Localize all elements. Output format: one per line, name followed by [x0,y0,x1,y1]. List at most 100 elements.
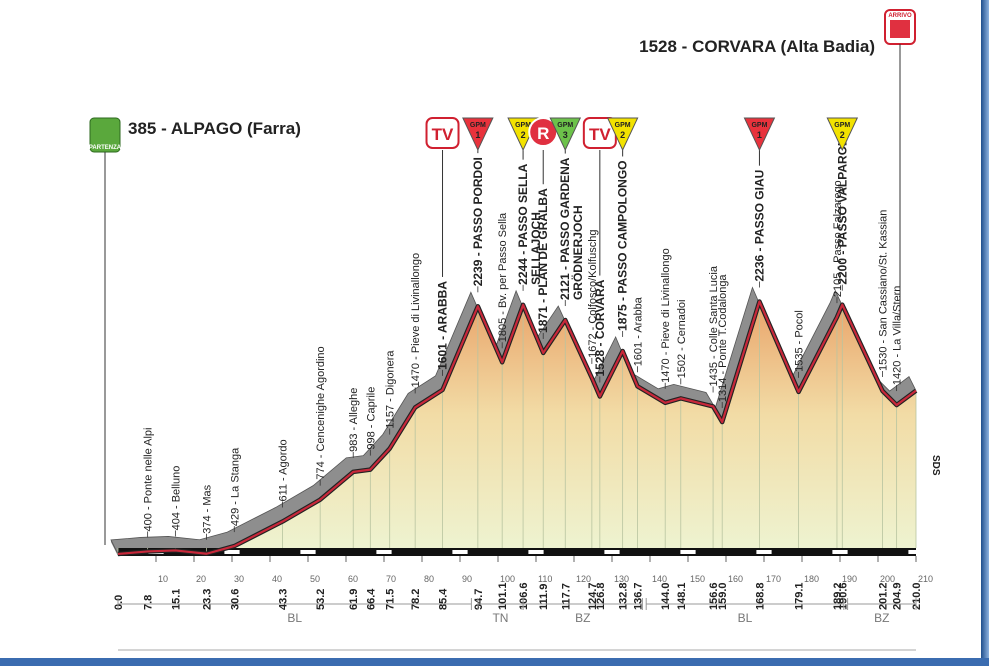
waypoint-label: 1805 - Bv. per Passo Sella [497,212,509,342]
km-label: 201.2 [878,582,890,610]
km-label: 204.9 [892,582,904,610]
waypoint-label: 1875 - PASSO CAMPOLONGO [616,160,630,330]
profile: 10 20 30 40 50 60 70 80 90 100 110 120 130 140 150 160 1… [110,117,933,651]
km-label: 106.6 [518,582,530,610]
tv-marker [425,117,460,149]
waypoint-label: 1470 - Pieve di Livinallongo [410,253,422,388]
x-tick-label: 140 [652,574,667,584]
km-label: 101.1 [497,582,509,610]
waypoint-label: 429 - La Stanga [229,447,241,526]
base-gap [604,550,620,554]
x-tick-label: 60 [348,574,358,584]
x-tick-label: 170 [766,574,781,584]
km-label: 126.8 [595,582,607,610]
waypoint-label: 1470 - Pieve di Livinallongo [660,248,672,383]
tv-text: TV [589,125,611,144]
waypoint-label: 1535 - Pocol [794,310,806,372]
km-label: 71.5 [385,589,397,610]
waypoint-label: 1672 - Colfosco/Kolfuschg [587,229,599,357]
annotations: PARTENZA 385 - ALPAGO (Farra) ARRIVO 152… [89,9,941,545]
km-label: 66.4 [365,588,377,610]
waypoint-label: 2105 - Passo Falzarego [832,180,844,297]
base-gap [224,550,240,554]
km-label: 124.7 [587,582,599,610]
km-label: 61.9 [348,589,360,610]
gpm-text: GPM [470,122,486,129]
waypoint-label: 2244 - PASSO SELLA [516,163,530,284]
finish-icon-body [890,20,910,38]
km-label: 111.9 [538,584,550,610]
km-label: 78.2 [410,589,422,610]
base-gap [756,550,772,554]
waypoint-label: 998 - Caprile [365,387,377,450]
km-label: 210.0 [911,582,923,610]
x-tick-label: 210 [918,574,933,584]
credit: SDS [930,455,941,476]
gpm-text: GPM [751,122,767,129]
x-tick-label: 130 [614,574,629,584]
km-label: 94.7 [473,589,485,610]
km-label: 15.1 [170,589,182,610]
waypoint-label: 374 - Mas [202,484,214,533]
waypoint-label: 2121 - PASSO GARDENA [558,157,572,300]
km-label: 144.0 [660,582,672,610]
base-gap [452,550,468,554]
x-tick-label: 200 [880,574,895,584]
waypoint-label: 2200 - PASSO VALPAROLA [835,130,849,285]
waypoint-sublabel: SELLAJOCH [529,212,543,285]
waypoint-label: 774 - Cencenighe Agordino [315,346,327,479]
profile-face [118,301,916,554]
km-label: 179.1 [794,582,806,610]
waypoint-label: 1530 - San Cassiano/St. Kassian [878,210,890,371]
waypoint-label: 1157 - Digonera [385,350,397,429]
x-tick-label: 70 [386,574,396,584]
gpm-text: GPM [557,122,573,129]
waypoint-label: 1601 - Arabba [632,296,644,366]
km-label: 23.3 [202,589,214,610]
x-tick-label: 40 [272,574,282,584]
x-tick-label: 20 [196,574,206,584]
base-strip [118,548,916,556]
gpm-cat: 2 [521,130,526,140]
gpm-marker [462,117,494,152]
waypoint-label: 2236 - PASSO GIAU [752,170,766,282]
region-label: TN [492,611,508,625]
gpm-cat: 3 [563,130,568,140]
region-label: BZ [575,611,590,625]
waypoint-label: 1420 - La Villa/Stern [892,286,904,385]
page-edge [0,658,989,666]
region-label: BL [287,611,302,625]
start-label: 385 - ALPAGO (Farra) [128,119,301,138]
km-label: 190.6 [837,582,849,610]
gpm-cat: 1 [757,130,762,140]
gpm-text: GPM [834,122,850,129]
waypoint-label: 1601 - ARABBA [436,281,450,370]
waypoint-label: 611 - Agordo [278,439,290,501]
km-label: 156.6 [708,582,720,610]
x-tick-label: 80 [424,574,434,584]
waypoint-label: 1871 - PLAN DE GRALBA [536,188,550,333]
x-tick-label: 150 [690,574,705,584]
km-label: 136.7 [632,582,644,610]
waypoint-label: 1502 - Cernadoi [676,299,688,378]
finish-label: 1528 - CORVARA (Alta Badia) [639,37,875,56]
km-label: 85.4 [438,588,450,610]
km-label: 132.8 [618,582,630,610]
km-label: 189.2 [832,582,844,610]
base-gap [908,550,924,554]
waypoint-label: 983 - Alleghe [348,388,360,452]
waypoint-label: 1528 - CORVARA [593,279,607,376]
x-tick-label: 50 [310,574,320,584]
x-tick-label: 120 [576,574,591,584]
waypoint-label: 1435 - Colle Santa Lucia [708,265,720,386]
region-label: BZ [874,611,889,625]
km-label: 53.2 [315,589,327,610]
x-tick-label: 10 [158,574,168,584]
x-tick-label: 180 [804,574,819,584]
gpm-marker [549,117,582,152]
base-gap [832,550,848,554]
km-label: 159.0 [717,582,729,610]
waypoint-label: 404 - Belluno [170,466,182,531]
waypoint-label: 400 - Ponte nelle Alpi [143,427,155,531]
